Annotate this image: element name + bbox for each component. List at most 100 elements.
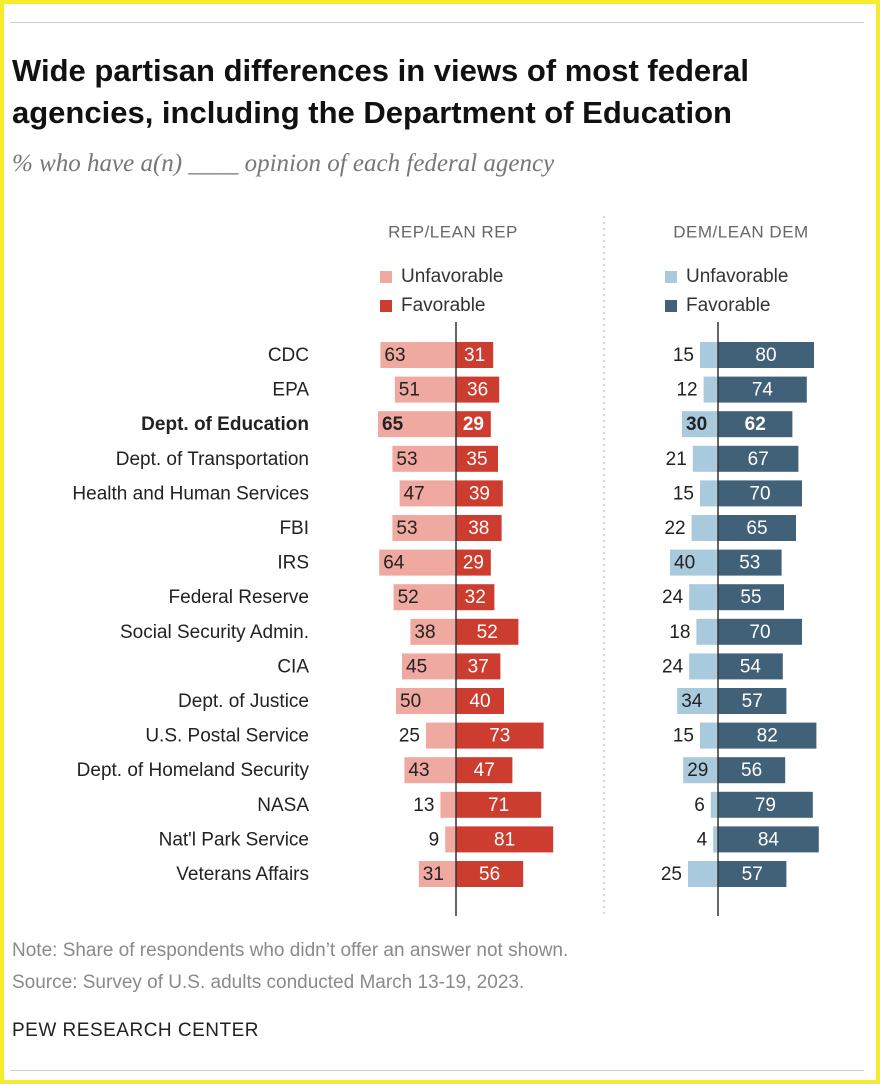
bar-dem-favorable <box>718 653 783 680</box>
value-label-dem-favorable: 70 <box>749 483 770 504</box>
bar-dem-favorable <box>718 549 782 576</box>
value-label-rep-unfavorable: 31 <box>423 864 444 885</box>
value-label-dem-unfavorable: 29 <box>687 760 708 781</box>
value-label-rep-unfavorable: 64 <box>383 553 405 574</box>
bar-dem-favorable <box>718 722 817 749</box>
value-label-dem-unfavorable: 21 <box>666 449 687 470</box>
value-label-rep-favorable: 29 <box>463 414 484 435</box>
value-label-rep-favorable: 36 <box>467 380 488 401</box>
bar-rep-favorable <box>456 618 519 645</box>
category-label: U.S. Postal Service <box>145 726 309 747</box>
value-label-dem-unfavorable: 34 <box>681 691 703 712</box>
bar-dem-unfavorable <box>713 826 718 853</box>
value-label-rep-unfavorable: 25 <box>399 726 420 747</box>
value-label-rep-favorable: 81 <box>494 829 515 850</box>
value-label-dem-unfavorable: 22 <box>664 518 685 539</box>
legend-label-rep-unfavorable: Unfavorable <box>401 266 503 287</box>
category-label: CIA <box>277 656 309 677</box>
category-label: Dept. of Justice <box>178 691 309 712</box>
category-label: FBI <box>279 518 309 539</box>
bar-dem-unfavorable <box>688 861 718 887</box>
value-label-dem-unfavorable: 25 <box>661 864 682 885</box>
value-label-rep-favorable: 32 <box>465 587 486 608</box>
bar-rep-unfavorable <box>393 584 456 611</box>
value-label-dem-favorable: 57 <box>742 864 763 885</box>
value-label-dem-favorable: 67 <box>748 449 769 470</box>
value-label-rep-unfavorable: 63 <box>384 345 405 366</box>
bar-dem-favorable <box>718 791 813 818</box>
legend-swatch-dem-unfavorable <box>665 271 677 283</box>
value-label-rep-favorable: 35 <box>466 449 487 470</box>
bar-rep-unfavorable <box>440 791 456 818</box>
value-label-dem-unfavorable: 4 <box>697 829 708 850</box>
value-label-dem-favorable: 53 <box>739 553 760 574</box>
bar-rep-favorable <box>456 688 504 714</box>
brand-name: PEW RESEARCH CENTER <box>12 1020 260 1041</box>
value-label-rep-favorable: 37 <box>468 656 489 677</box>
value-label-dem-unfavorable: 24 <box>662 656 684 677</box>
bar-rep-unfavorable <box>379 549 456 576</box>
category-label: NASA <box>257 795 309 816</box>
value-label-rep-unfavorable: 65 <box>382 414 404 435</box>
category-label: IRS <box>277 553 309 574</box>
value-label-rep-favorable: 47 <box>474 760 495 781</box>
value-label-rep-unfavorable: 13 <box>413 795 434 816</box>
bar-dem-unfavorable <box>682 411 718 438</box>
bar-rep-favorable <box>456 342 494 368</box>
value-label-rep-favorable: 39 <box>469 483 490 504</box>
bar-rep-favorable <box>456 791 542 818</box>
value-label-rep-favorable: 52 <box>477 622 498 643</box>
value-label-dem-favorable: 54 <box>740 656 762 677</box>
top-divider <box>10 22 864 23</box>
bar-dem-unfavorable <box>691 515 718 541</box>
value-label-dem-unfavorable: 40 <box>674 553 695 574</box>
category-label: EPA <box>272 380 309 401</box>
bar-dem-unfavorable <box>700 722 718 749</box>
value-label-rep-unfavorable: 47 <box>404 483 425 504</box>
bar-rep-unfavorable <box>426 722 456 749</box>
legend-swatch-rep-favorable <box>380 300 392 312</box>
value-label-dem-unfavorable: 6 <box>694 795 705 816</box>
bar-dem-favorable <box>718 861 787 887</box>
category-label: Federal Reserve <box>169 587 309 608</box>
value-label-rep-favorable: 40 <box>469 691 490 712</box>
value-label-dem-favorable: 65 <box>746 518 767 539</box>
value-label-dem-favorable: 80 <box>755 345 776 366</box>
bar-rep-unfavorable <box>378 411 456 438</box>
value-label-rep-unfavorable: 43 <box>408 760 429 781</box>
bar-dem-favorable <box>718 376 807 403</box>
value-label-dem-favorable: 82 <box>757 726 778 747</box>
value-label-dem-favorable: 74 <box>752 380 774 401</box>
value-label-rep-unfavorable: 53 <box>396 518 417 539</box>
bar-dem-unfavorable <box>677 688 718 714</box>
bar-dem-favorable <box>718 584 784 611</box>
value-label-rep-favorable: 71 <box>488 795 509 816</box>
category-label: Health and Human Services <box>72 483 309 504</box>
value-label-dem-unfavorable: 12 <box>676 380 697 401</box>
bar-dem-favorable <box>718 826 819 853</box>
bar-rep-favorable <box>456 515 502 541</box>
bar-rep-favorable <box>456 757 513 784</box>
legend-label-dem-unfavorable: Unfavorable <box>686 266 788 287</box>
value-label-rep-unfavorable: 45 <box>406 656 427 677</box>
bar-dem-favorable <box>718 445 799 472</box>
bar-dem-unfavorable <box>692 445 718 472</box>
value-label-rep-unfavorable: 52 <box>398 587 419 608</box>
bar-dem-favorable <box>718 688 787 714</box>
bar-dem-favorable <box>718 480 802 507</box>
note-text: Note: Share of respondents who didn’t of… <box>12 940 569 961</box>
category-label: CDC <box>268 345 309 366</box>
value-label-dem-unfavorable: 18 <box>669 622 690 643</box>
bar-dem-unfavorable <box>710 791 718 818</box>
legend-swatch-rep-unfavorable <box>380 271 392 283</box>
bar-rep-unfavorable <box>445 826 456 853</box>
value-label-dem-favorable: 62 <box>745 414 766 435</box>
bar-dem-unfavorable <box>670 549 718 576</box>
category-label: Social Security Admin. <box>120 622 309 643</box>
bar-rep-favorable <box>456 861 524 887</box>
bar-rep-unfavorable <box>410 618 456 645</box>
bar-rep-unfavorable <box>402 653 456 680</box>
legend-label-dem-favorable: Favorable <box>686 295 771 316</box>
value-label-rep-favorable: 73 <box>489 726 510 747</box>
bar-dem-favorable <box>718 342 814 368</box>
